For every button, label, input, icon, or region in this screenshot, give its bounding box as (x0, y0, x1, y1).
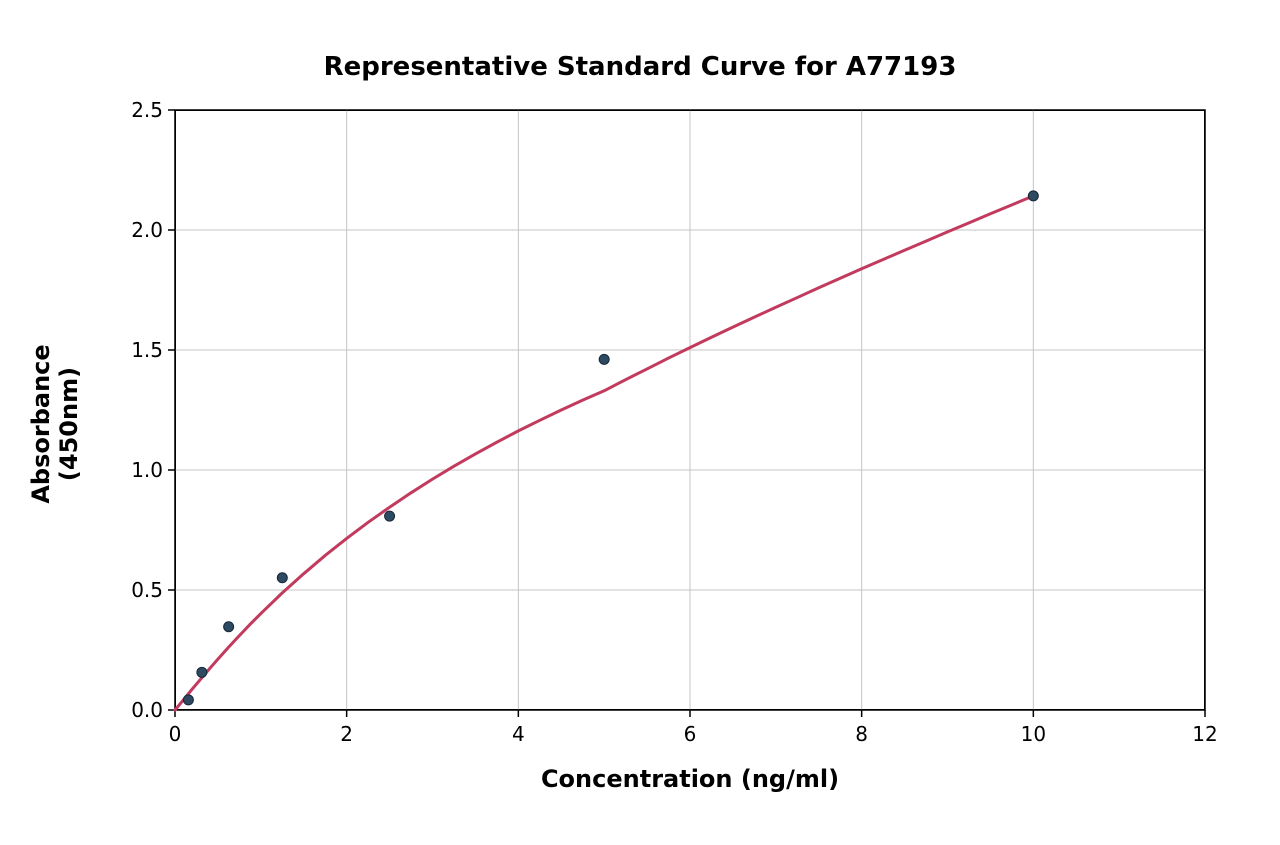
y-tick-label: 1.0 (131, 458, 163, 482)
data-point (277, 573, 287, 583)
x-tick-label: 6 (670, 722, 710, 746)
x-tick-label: 12 (1185, 722, 1225, 746)
x-tick-label: 10 (1013, 722, 1053, 746)
data-point (599, 354, 609, 364)
y-tick-label: 1.5 (131, 338, 163, 362)
y-tick-label: 0.0 (131, 698, 163, 722)
data-point (1028, 191, 1038, 201)
data-point (183, 695, 193, 705)
x-tick-label: 2 (327, 722, 367, 746)
fit-curve (175, 196, 1033, 710)
chart-svg (0, 0, 1280, 845)
y-tick-label: 0.5 (131, 578, 163, 602)
x-tick-label: 8 (842, 722, 882, 746)
data-point (224, 622, 234, 632)
chart-container: Representative Standard Curve for A77193… (0, 0, 1280, 845)
x-tick-label: 0 (155, 722, 195, 746)
y-tick-label: 2.5 (131, 98, 163, 122)
x-tick-label: 4 (498, 722, 538, 746)
data-point (197, 667, 207, 677)
data-point (385, 511, 395, 521)
y-tick-label: 2.0 (131, 218, 163, 242)
